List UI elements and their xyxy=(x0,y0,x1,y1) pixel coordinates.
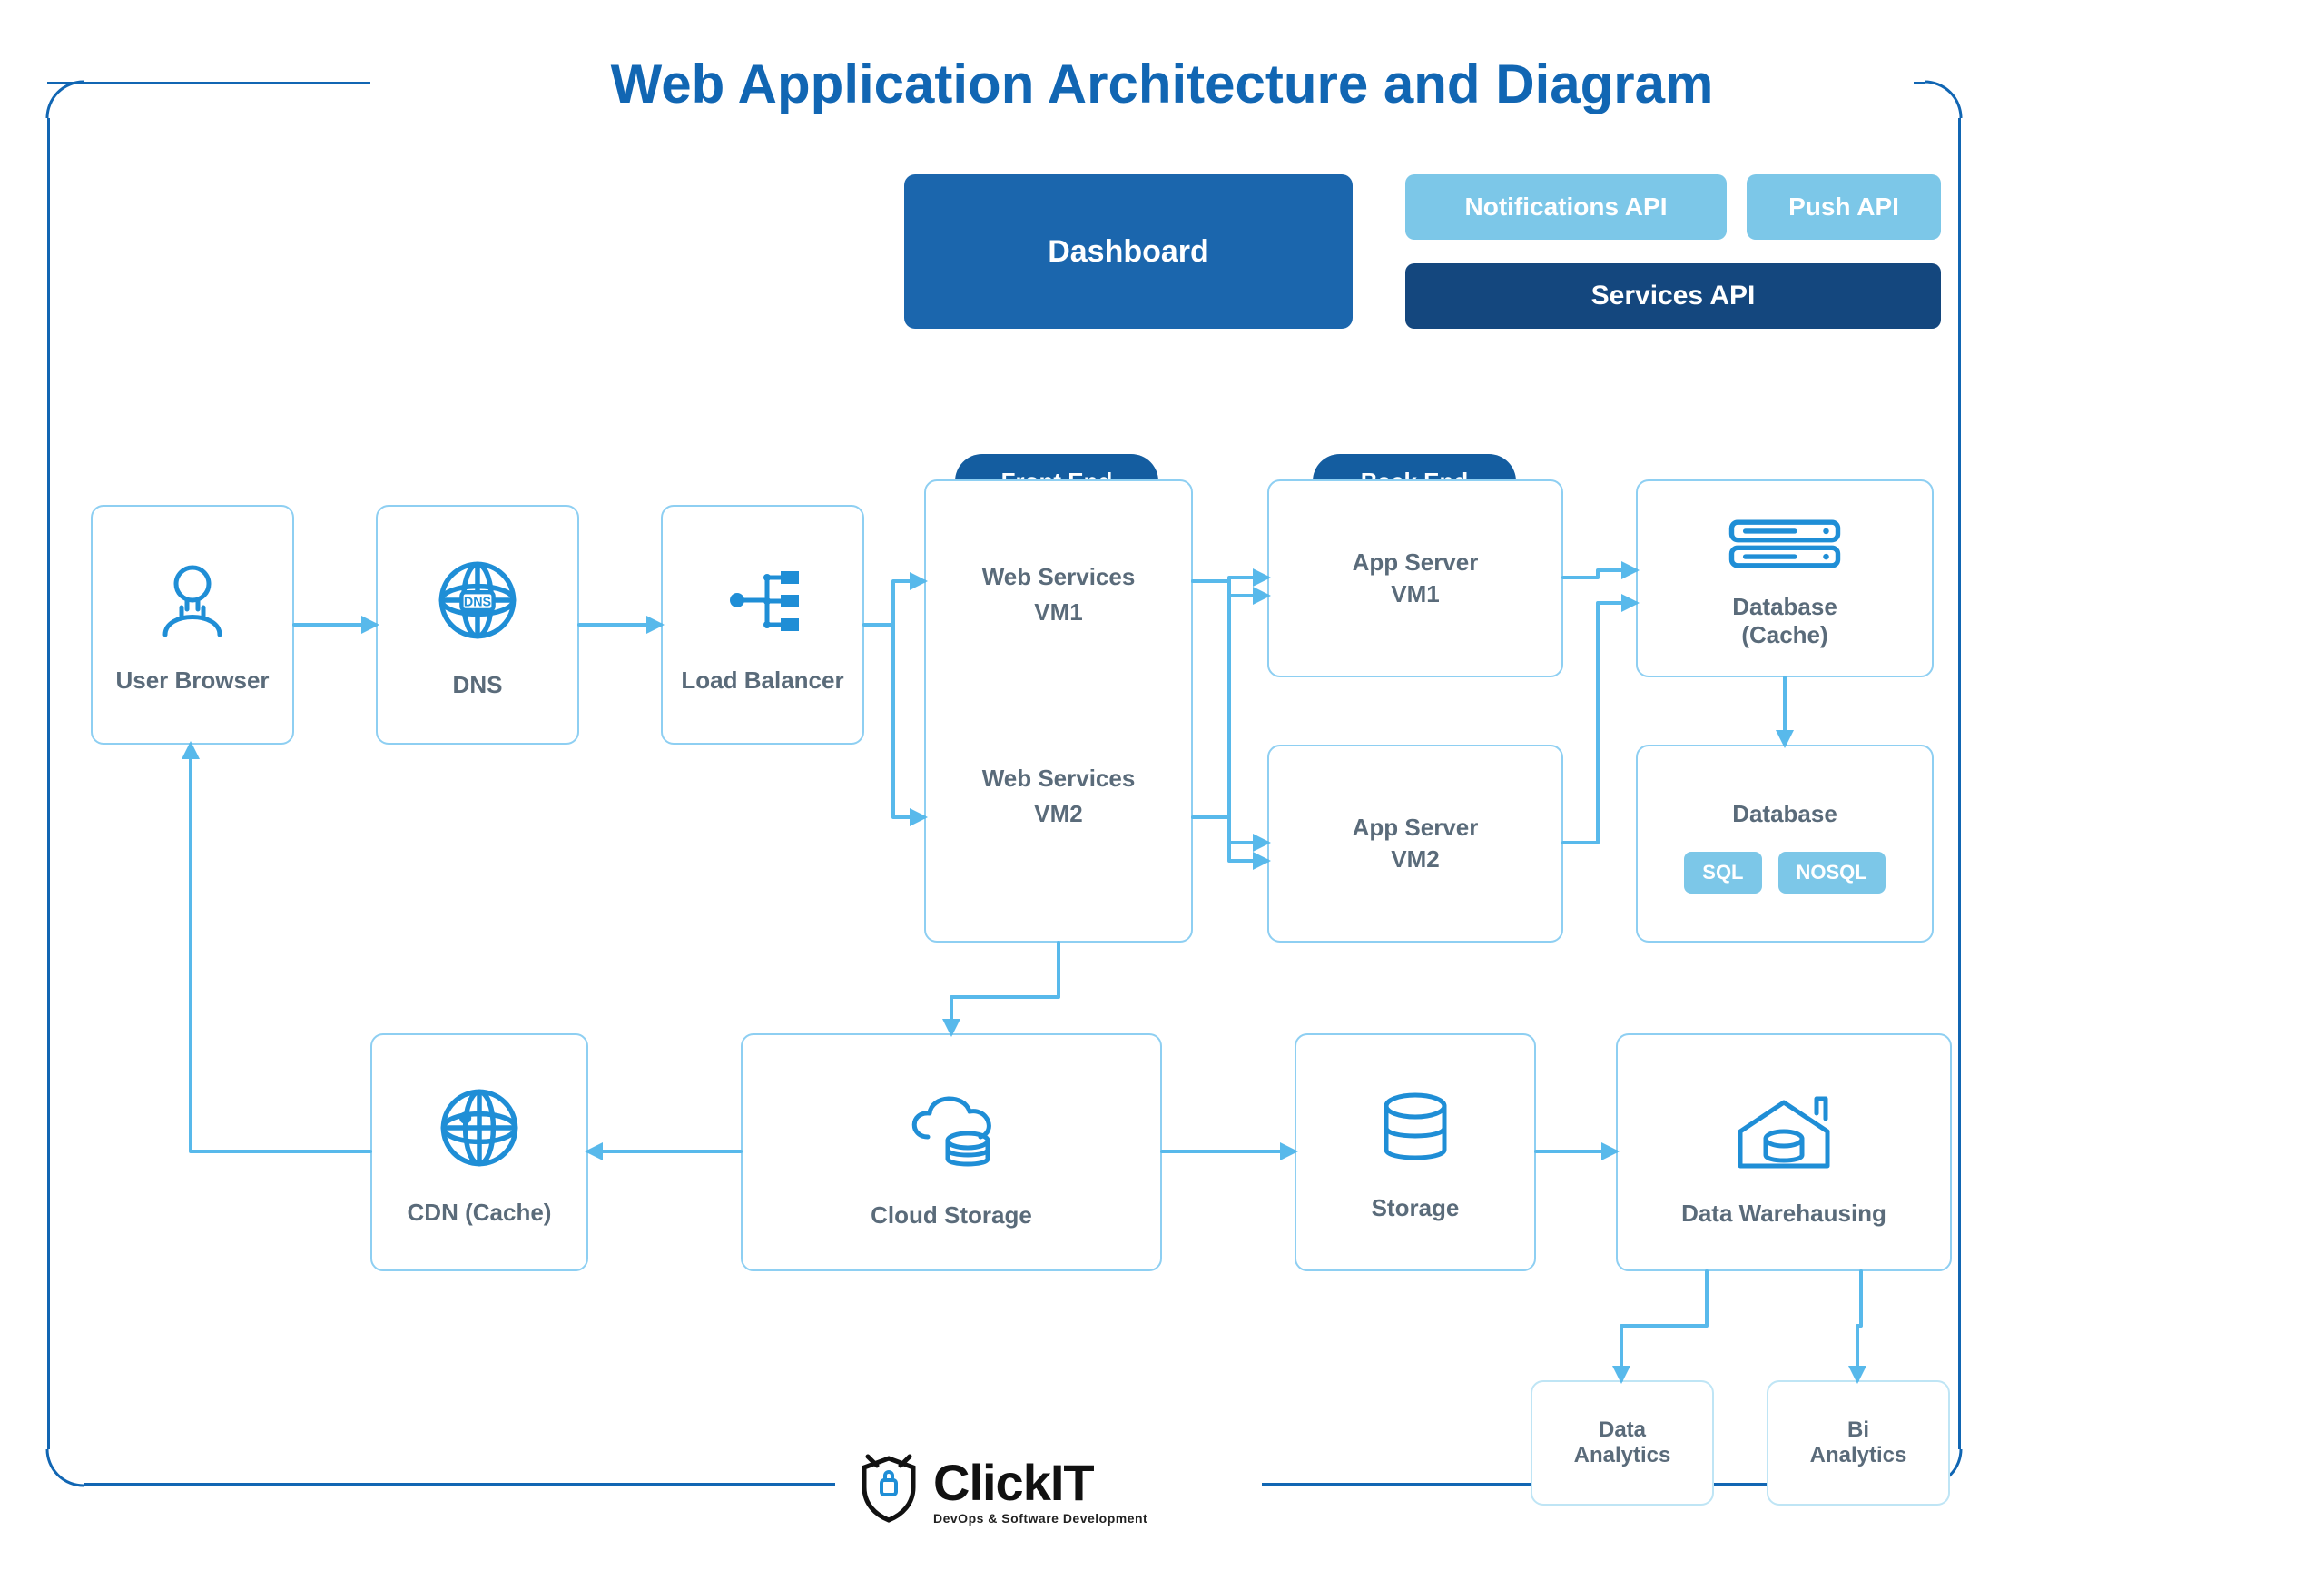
node-bi-analytics: BiAnalytics xyxy=(1767,1380,1950,1506)
node-label: Analytics xyxy=(1574,1443,1671,1468)
node-db-cache: Database(Cache) xyxy=(1636,479,1934,677)
brand-mark-icon xyxy=(857,1453,921,1528)
cloud-db-icon xyxy=(897,1075,1006,1189)
node-dns: DNS DNS xyxy=(376,505,579,745)
globe-dns-icon: DNS xyxy=(428,550,527,655)
edge-front_end_box2-app_vm1b xyxy=(1193,596,1267,817)
node-label: Storage xyxy=(1372,1194,1460,1222)
node-label: Analytics xyxy=(1810,1443,1907,1468)
node-sublabel: VM1 xyxy=(1034,598,1082,627)
node-label: Bi xyxy=(1847,1417,1869,1443)
node-dwh: Data Warehausing xyxy=(1616,1033,1952,1271)
brand-name: ClickIT xyxy=(933,1457,1147,1508)
edge-load_balancer-front_end_box_top xyxy=(864,581,924,625)
edge-app_vm1-db_cache xyxy=(1563,570,1636,578)
node-data-analytics: DataAnalytics xyxy=(1531,1380,1714,1506)
push-api-block: Push API xyxy=(1747,174,1941,240)
diagram-stage: Web Application Architecture and Diagram… xyxy=(0,0,2324,1590)
edge-cdn-user_browser xyxy=(191,745,370,1151)
edge-app_vm2-db_cache xyxy=(1563,603,1636,843)
dashboard-block: Dashboard xyxy=(904,174,1353,329)
node-sublabel: VM1 xyxy=(1391,580,1439,608)
edge-dwh-data_analytics xyxy=(1621,1271,1707,1380)
node-user-browser: User Browser xyxy=(91,505,294,745)
node-label: Database xyxy=(1732,593,1837,621)
node-label: DNS xyxy=(453,671,503,699)
db-tag: NOSQL xyxy=(1778,852,1886,894)
node-label: App Server xyxy=(1353,548,1479,577)
edge-front_end_box2-app_vm2b xyxy=(1193,817,1267,861)
node-label: Data xyxy=(1599,1417,1646,1443)
edge-dwh-bi_analytics xyxy=(1857,1271,1861,1380)
db-cache-icon xyxy=(1726,509,1844,584)
node-label: Load Balancer xyxy=(681,667,843,695)
user-icon xyxy=(147,555,238,650)
services-api-block: Services API xyxy=(1405,263,1941,329)
brand-tagline: DevOps & Software Development xyxy=(933,1512,1147,1525)
notifications-api-block: Notifications API xyxy=(1405,174,1727,240)
node-app-vm2: App Server VM2 xyxy=(1267,745,1563,943)
svg-text:DNS: DNS xyxy=(464,596,491,610)
cylinder-icon xyxy=(1370,1082,1461,1178)
page-title: Web Application Architecture and Diagram xyxy=(345,53,1979,115)
node-label: Data Warehausing xyxy=(1681,1200,1886,1228)
node-label: CDN (Cache) xyxy=(408,1199,552,1227)
brand-logo: ClickIT DevOps & Software Development xyxy=(857,1453,1147,1528)
node-label: Web Services xyxy=(982,765,1136,793)
node-db: Database SQL NOSQL xyxy=(1636,745,1934,943)
node-label: Cloud Storage xyxy=(871,1201,1032,1230)
node-sublabel: VM2 xyxy=(1034,800,1082,828)
node-label: Database xyxy=(1732,800,1837,828)
globe-dot-icon xyxy=(429,1078,529,1182)
node-label: App Server xyxy=(1353,814,1479,842)
node-sublabel: (Cache) xyxy=(1741,621,1827,649)
node-storage: Storage xyxy=(1295,1033,1536,1271)
warehouse-icon xyxy=(1729,1077,1838,1190)
node-load-balancer: Load Balancer xyxy=(661,505,864,745)
node-sublabel: VM2 xyxy=(1391,845,1439,874)
node-front-end-box: Web Services VM1 Web Services VM2 xyxy=(924,479,1193,943)
db-tag: SQL xyxy=(1684,852,1761,894)
node-label: Web Services xyxy=(982,563,1136,591)
edge-front_end_box-cloud_storage xyxy=(951,943,1059,1033)
node-app-vm1: App Server VM1 xyxy=(1267,479,1563,677)
lb-icon xyxy=(717,555,808,650)
node-cloud-storage: Cloud Storage xyxy=(741,1033,1162,1271)
edge-front_end_box-app_vm2 xyxy=(1193,581,1267,843)
edge-load_balancer-front_end_box_bot xyxy=(864,625,924,817)
node-cdn: CDN (Cache) xyxy=(370,1033,588,1271)
node-label: User Browser xyxy=(115,667,269,695)
edge-front_end_box-app_vm1 xyxy=(1193,578,1267,581)
